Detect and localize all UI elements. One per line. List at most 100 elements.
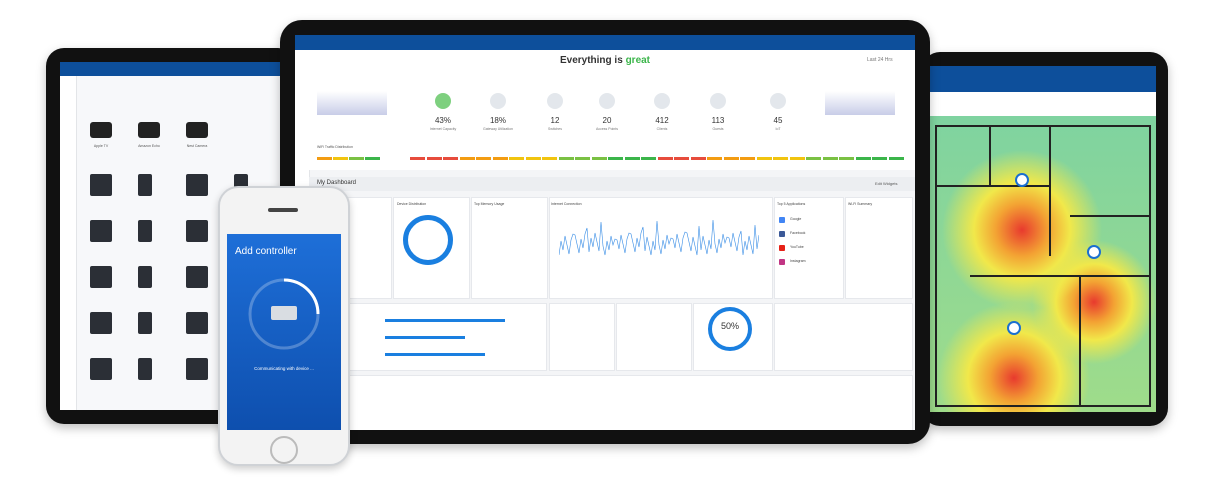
distribution-segment <box>822 157 838 160</box>
throughput-line <box>559 219 759 256</box>
distribution-segment <box>839 157 854 160</box>
device-image <box>138 266 152 288</box>
status-word: great <box>625 55 651 66</box>
stat-label: Guests <box>712 127 724 131</box>
dashboard-screen: Everything is great Last 24 Hrs 43% Interne… <box>295 35 915 430</box>
app-name: YouTube <box>790 245 804 249</box>
title-text: Everything is <box>559 55 623 66</box>
home-button[interactable] <box>270 436 298 464</box>
widget-card <box>845 197 913 299</box>
device-image <box>90 174 112 196</box>
distribution-segment <box>756 157 772 160</box>
sidebar <box>60 76 77 410</box>
widget-card <box>616 303 692 371</box>
stat-label: Switches <box>547 127 562 131</box>
distribution-segment <box>509 157 524 160</box>
stat-value: 43% <box>434 116 451 125</box>
stat-value: 113 <box>711 116 725 125</box>
range-select: Last 24 Hrs <box>867 57 893 63</box>
distribution-segment <box>349 157 364 160</box>
distribution-segment <box>789 157 805 160</box>
device-image <box>186 358 208 380</box>
distribution-segment <box>317 157 332 160</box>
device-image <box>90 266 112 288</box>
device-image <box>186 174 208 196</box>
distribution-segment <box>591 157 607 160</box>
device-image <box>186 220 208 242</box>
internet-chart <box>559 219 759 256</box>
stat-label: Access Points <box>596 127 618 131</box>
widget-card <box>549 197 773 299</box>
widget-title: Top 5 Applications <box>777 202 806 206</box>
device-image <box>138 220 152 242</box>
device-image <box>90 312 112 334</box>
widget-card <box>315 375 913 430</box>
stat-icon <box>710 93 726 109</box>
distribution-segment <box>542 157 557 160</box>
progress-bar <box>385 319 505 322</box>
distribution-segment <box>723 157 739 160</box>
top-bar <box>60 62 296 76</box>
widget-title: Top Memory Usage <box>474 202 505 206</box>
stat-value: 412 <box>655 116 669 125</box>
device-image <box>138 174 152 196</box>
distribution-segment <box>872 157 887 160</box>
traffic-chart <box>825 75 895 115</box>
header-title: Everything is great <box>295 55 915 66</box>
widget-card <box>471 197 548 299</box>
gauge-value: 50% <box>720 321 739 331</box>
distribution-segment <box>855 157 871 160</box>
stat-icon <box>770 93 786 109</box>
distribution-segment <box>525 157 541 160</box>
distribution-segment <box>806 157 821 160</box>
status-panel <box>309 50 915 170</box>
distribution-segment <box>558 157 574 160</box>
distribution-segment <box>459 157 475 160</box>
top-bar <box>295 35 915 50</box>
device-image <box>90 358 112 380</box>
widget-card <box>774 197 844 299</box>
heatmap-screen <box>930 66 1156 412</box>
floor-plan <box>935 125 1151 407</box>
app-name: Instagram <box>790 259 806 263</box>
wifi-label: WiFi Traffic Distribution <box>317 145 353 149</box>
gauge-ring <box>708 307 752 351</box>
device-image <box>90 220 112 242</box>
toolbar <box>930 92 1156 116</box>
progress-bar <box>385 353 485 356</box>
speaker <box>268 208 298 212</box>
stat-value: 18% <box>489 116 506 125</box>
widget-title: Internet Connection <box>551 202 582 206</box>
distribution-segment <box>575 157 590 160</box>
stat-icon <box>654 93 670 109</box>
app-icon <box>779 231 785 237</box>
device-image <box>186 312 208 334</box>
dashboard-bar <box>309 177 915 191</box>
device-ring <box>403 215 453 265</box>
distribution-segment <box>333 157 348 160</box>
stat-value: 12 <box>550 116 560 125</box>
phone-screen: Add controller Communicating with device … <box>227 234 341 430</box>
device-name: Apple TV <box>93 144 109 148</box>
distribution-segment <box>657 157 673 160</box>
stat-value: 45 <box>773 116 783 125</box>
widget-title: Device Distribution <box>397 202 427 206</box>
distribution-segment <box>426 157 442 160</box>
dashboard-title: My Dashboard <box>317 180 357 186</box>
app-icon <box>779 245 785 251</box>
distribution-segment <box>888 157 904 160</box>
device-image <box>138 358 152 380</box>
stat-icon <box>435 93 451 109</box>
device-image <box>138 312 152 334</box>
progress-bar <box>385 336 465 339</box>
stat-icon <box>599 93 615 109</box>
stat-value: 20 <box>602 116 612 125</box>
phone-title: Add controller <box>235 246 297 257</box>
distribution-segment <box>641 157 656 160</box>
right-tablet <box>922 52 1168 426</box>
distribution-segment <box>410 157 425 160</box>
distribution-segment <box>690 157 706 160</box>
traffic-chart <box>317 75 387 115</box>
progress-ring <box>248 278 320 350</box>
